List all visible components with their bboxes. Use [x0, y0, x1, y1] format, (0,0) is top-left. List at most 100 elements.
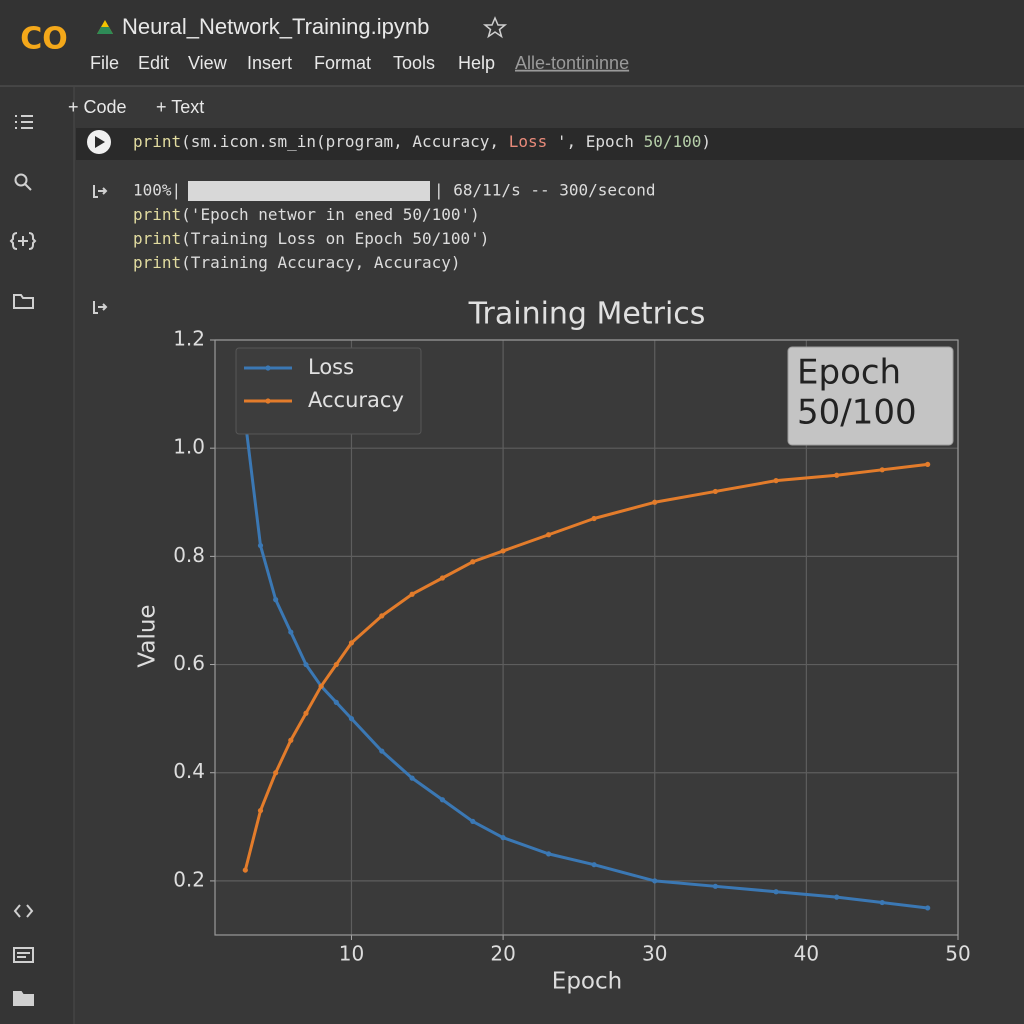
data-point [545, 532, 552, 538]
data-point [545, 851, 552, 857]
x-tick-label: 20 [490, 942, 515, 966]
data-point [773, 478, 779, 484]
run-icon [95, 136, 105, 148]
data-point [348, 640, 355, 646]
sidebar [0, 87, 74, 1024]
data-point [591, 862, 597, 868]
command-palette-icon[interactable] [13, 947, 34, 963]
data-point [318, 683, 324, 689]
data-point [257, 542, 264, 549]
data-point [879, 467, 885, 473]
legend-marker [265, 398, 271, 404]
terminal-icon[interactable] [13, 991, 34, 1006]
search-icon[interactable] [14, 173, 32, 191]
menu-item[interactable]: Help [458, 53, 495, 73]
output-token: print [133, 229, 181, 248]
legend: Loss Accuracy [235, 347, 422, 435]
data-point [712, 883, 718, 889]
code-token: ) [701, 132, 711, 151]
data-point [925, 905, 931, 911]
code-token: 50/100 [644, 132, 702, 151]
code-token: ', Epoch [557, 132, 644, 151]
chart-title: Training Metrics [468, 297, 706, 332]
code-token: (sm.icon.sm_in(program, Accuracy, [181, 132, 509, 151]
output-line: print(Training Accuracy, Accuracy) [133, 253, 461, 272]
data-point [500, 835, 506, 841]
files-icon[interactable] [13, 294, 34, 309]
y-tick-label: 0.8 [173, 543, 205, 567]
x-axis-label: Epoch [552, 969, 622, 995]
logo[interactable]: CO [20, 22, 68, 57]
menu-item[interactable]: Tools [393, 53, 435, 73]
menu-item[interactable]: Insert [247, 53, 292, 73]
y-axis-label: Value [135, 604, 161, 667]
output-token: ('Epoch networ in ened 50/100') [181, 205, 480, 224]
annotation-box [787, 346, 954, 446]
output-token: (Training Loss on Epoch 50/100') [181, 229, 489, 248]
progress-end: | 68/11/s -- 300/second [434, 181, 656, 200]
y-tick-label: 1.2 [173, 327, 205, 351]
annotation-text: Epoch [797, 353, 901, 393]
x-tick-label: 30 [642, 942, 667, 966]
chart: Training Metrics Epoch Value 0.2 0.4 0.6 0.… [135, 297, 971, 995]
data-point [439, 575, 446, 581]
drive-icon-part [97, 27, 113, 34]
data-point [379, 613, 385, 619]
y-tick-label: 0.2 [173, 867, 205, 891]
menu-item[interactable]: View [188, 53, 228, 73]
data-point [303, 661, 309, 668]
data-point [409, 591, 415, 597]
data-point [348, 716, 355, 722]
x-tick-label: 50 [945, 942, 970, 966]
legend-label: Accuracy [308, 388, 404, 412]
output-token: print [133, 253, 181, 272]
data-point [470, 559, 476, 565]
menu-item[interactable]: Edit [138, 53, 169, 73]
menu-item[interactable]: File [90, 53, 119, 73]
data-point [712, 488, 718, 495]
code-snippets-icon[interactable] [13, 904, 34, 918]
data-point [652, 878, 658, 884]
output-line: print(Training Loss on Epoch 50/100') [133, 229, 489, 248]
data-point [879, 899, 885, 906]
y-tick-label: 0.4 [173, 759, 205, 783]
header-bar [0, 0, 1024, 86]
notebook-title[interactable]: Neural_Network_Training.ipynb [122, 14, 429, 39]
x-tick-label: 10 [339, 942, 364, 966]
data-point [470, 818, 476, 825]
data-point [303, 710, 309, 716]
data-point [333, 661, 339, 668]
x-tick-label: 40 [794, 942, 819, 966]
y-tick-label: 1.0 [173, 435, 205, 459]
toc-icon[interactable] [15, 115, 33, 129]
menu-item[interactable]: Format [314, 53, 371, 73]
legend-marker [265, 365, 271, 371]
data-point [834, 894, 840, 900]
code-token: Loss [509, 132, 557, 151]
data-point [273, 770, 279, 776]
data-point [439, 797, 446, 803]
data-point [379, 748, 385, 754]
code-cell[interactable] [76, 128, 1024, 160]
code-line: print(sm.icon.sm_in(program, Accuracy, L… [133, 132, 711, 151]
progress-bar [188, 181, 430, 201]
data-point [288, 737, 294, 743]
output-token: print [133, 205, 181, 224]
data-point [591, 515, 597, 522]
data-point [288, 629, 294, 635]
add-code-button[interactable]: + Code [68, 97, 127, 117]
data-point [834, 472, 840, 478]
data-point [242, 867, 248, 873]
code-token: print [133, 132, 181, 151]
data-point [333, 699, 339, 706]
data-point [257, 807, 264, 814]
add-text-button[interactable]: + Text [156, 97, 204, 117]
star-icon[interactable] [482, 16, 508, 39]
y-tick-label: 0.6 [173, 651, 205, 675]
data-point [773, 889, 779, 895]
plot-frame [214, 339, 959, 936]
variables-icon[interactable] [9, 232, 37, 250]
last-edit-link[interactable]: Alle-tontininne [515, 53, 629, 73]
